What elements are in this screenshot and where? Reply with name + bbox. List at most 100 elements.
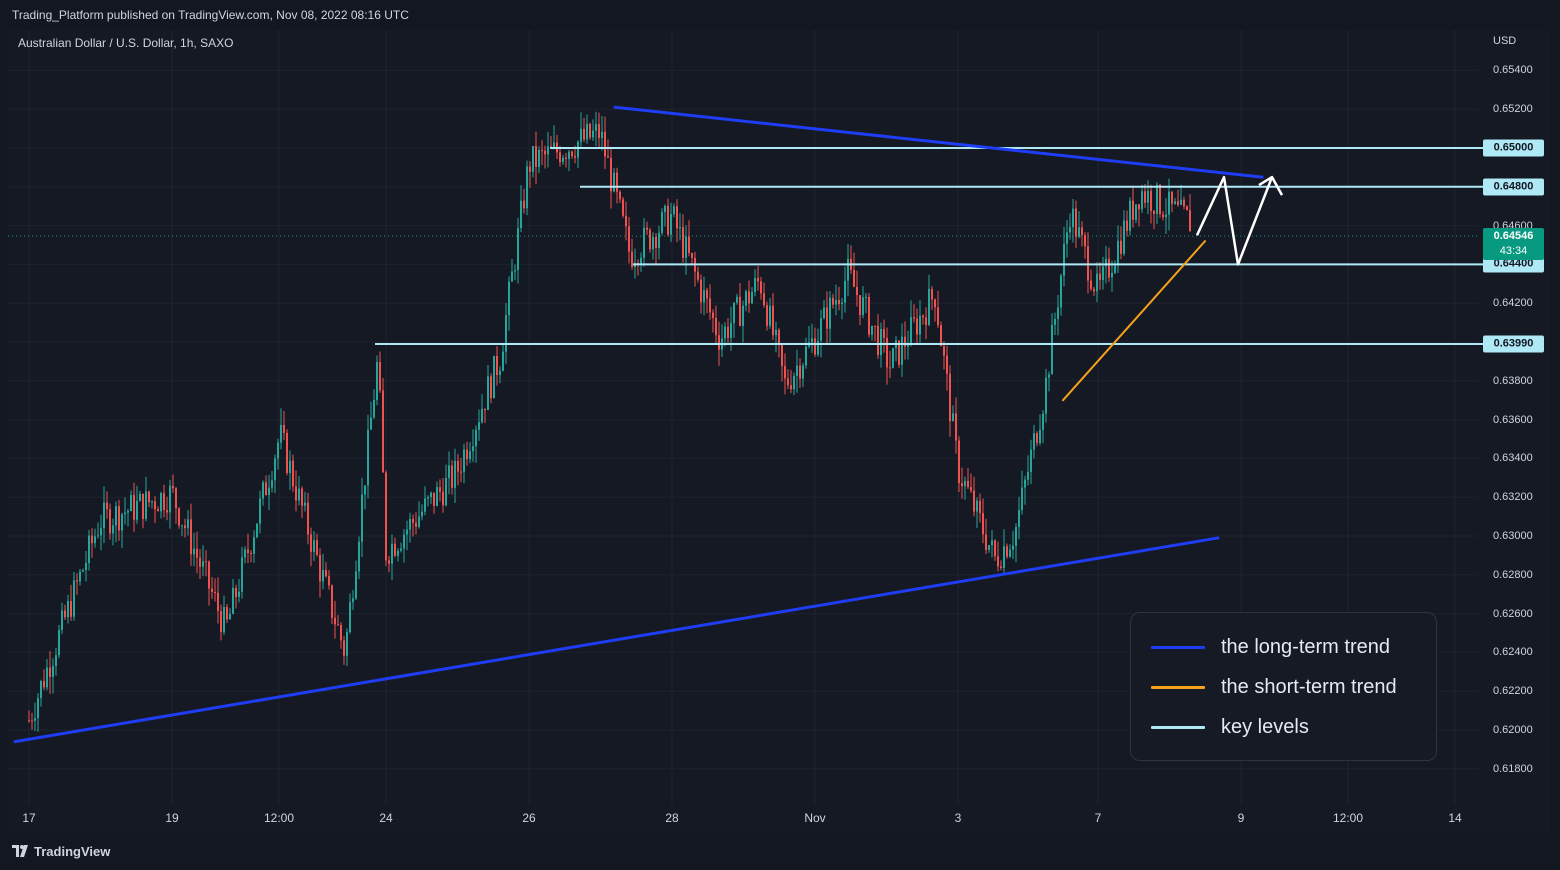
candle-body xyxy=(514,270,516,272)
legend-label-short-term: the short-term trend xyxy=(1221,676,1397,698)
candle-body xyxy=(217,592,219,611)
candle-body xyxy=(733,302,735,324)
candle-body xyxy=(592,130,594,138)
candle-body xyxy=(145,491,147,519)
candle-body xyxy=(343,640,345,656)
candle-body xyxy=(772,305,774,336)
candle-body xyxy=(271,480,273,488)
candle-body xyxy=(1000,566,1002,568)
legend-swatch-short-term xyxy=(1151,686,1205,689)
candle-body xyxy=(643,227,645,258)
candle-body xyxy=(373,399,375,418)
candle-body xyxy=(475,429,477,447)
candle-body xyxy=(490,376,492,399)
candle-body xyxy=(481,408,483,423)
candle-body xyxy=(394,543,396,556)
candle-body xyxy=(46,667,48,688)
candle-body xyxy=(856,286,858,296)
candle-body xyxy=(532,146,534,172)
candle-body xyxy=(331,585,333,618)
key-level-badge: 0.65000 xyxy=(1483,139,1544,157)
candle-body xyxy=(1057,307,1059,320)
candle-body xyxy=(790,385,792,390)
publish-bar: Trading_Platform published on TradingVie… xyxy=(0,0,1560,30)
candle-body xyxy=(1114,265,1116,273)
candle-body xyxy=(583,128,585,140)
candle-body xyxy=(382,390,384,473)
candle-body xyxy=(118,506,120,531)
footer: TradingView xyxy=(0,832,1560,870)
candle-body xyxy=(1042,413,1044,430)
candle-body xyxy=(1024,479,1026,488)
candle-body xyxy=(55,655,57,666)
candle-body xyxy=(880,329,882,356)
candle-body xyxy=(847,258,849,281)
candle-body xyxy=(1063,243,1065,276)
candle-body xyxy=(229,613,231,620)
candle-body xyxy=(316,540,318,555)
candle-body xyxy=(457,460,459,472)
candle-body xyxy=(1174,201,1176,204)
candle-body xyxy=(991,540,993,546)
candle-body xyxy=(436,487,438,506)
candle-body xyxy=(1165,214,1167,218)
symbol-title[interactable]: Australian Dollar / U.S. Dollar, 1h, SAX… xyxy=(18,36,234,50)
candle-body xyxy=(967,480,969,488)
candle-body xyxy=(730,323,732,338)
candle-body xyxy=(178,508,180,526)
candle-body xyxy=(622,199,624,216)
candle-body xyxy=(832,297,834,305)
candle-body xyxy=(1162,214,1164,218)
candle-body xyxy=(910,317,912,345)
candle-body xyxy=(853,269,855,287)
candle-body xyxy=(1120,240,1122,254)
time-tick-label: 19 xyxy=(165,811,179,825)
candle-body xyxy=(247,549,249,553)
candle-body xyxy=(67,601,69,618)
legend-swatch-key-levels xyxy=(1151,726,1205,729)
candle-body xyxy=(298,488,300,501)
price-tick-label: 0.61800 xyxy=(1493,762,1533,775)
candle-body xyxy=(538,150,540,167)
legend-label-long-term: the long-term trend xyxy=(1221,636,1390,658)
candle-body xyxy=(607,156,609,158)
price-chart[interactable] xyxy=(8,30,1550,832)
candle-body xyxy=(226,606,228,620)
candle-body xyxy=(433,492,435,506)
tradingview-logo-icon[interactable] xyxy=(12,845,30,857)
candle-body xyxy=(823,307,825,319)
tradingview-brand[interactable]: TradingView xyxy=(34,844,111,859)
trendlines xyxy=(13,105,1264,744)
candle-body xyxy=(202,561,204,567)
time-tick-label: Nov xyxy=(804,811,826,825)
candle-body xyxy=(862,297,864,316)
candle-body xyxy=(349,602,351,633)
candle-body xyxy=(256,523,258,538)
candle-body xyxy=(103,502,105,529)
candle-body xyxy=(1102,266,1104,280)
candle-body xyxy=(499,370,501,376)
candle-body xyxy=(121,514,123,531)
price-tick-label: 0.62600 xyxy=(1493,607,1533,620)
price-tick-label: 0.62200 xyxy=(1493,685,1533,698)
candle-body xyxy=(1051,324,1053,375)
candle-body xyxy=(70,601,72,617)
candle-body xyxy=(175,488,177,509)
candle-body xyxy=(1123,220,1125,254)
candle-body xyxy=(196,548,198,558)
candle-body xyxy=(163,493,165,510)
candle-body xyxy=(274,458,276,481)
candle-body xyxy=(142,493,144,519)
candle-body xyxy=(148,491,150,503)
candle-body xyxy=(616,172,618,192)
candle-body xyxy=(388,560,390,564)
candle-body xyxy=(310,534,312,552)
candle-body xyxy=(1108,258,1110,278)
candle-body xyxy=(502,351,504,371)
chart-area[interactable] xyxy=(8,30,1550,832)
candle-body xyxy=(319,554,321,582)
candle-body xyxy=(370,417,372,430)
candle-body xyxy=(778,329,780,346)
time-tick-label: 17 xyxy=(22,811,36,825)
candle-body xyxy=(472,446,474,452)
